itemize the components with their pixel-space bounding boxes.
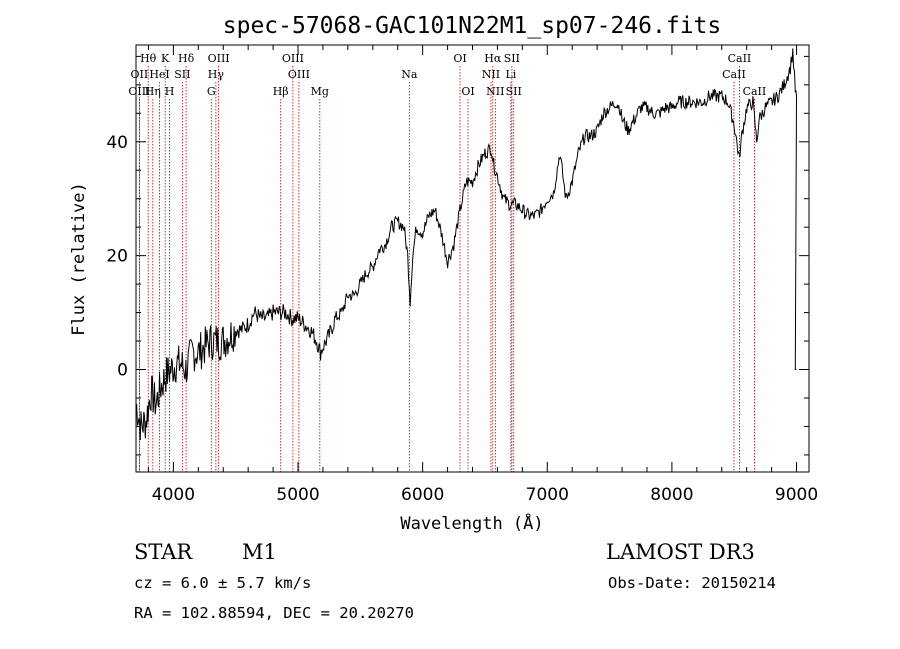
obs-date-text: Obs-Date: 20150214 bbox=[608, 574, 776, 592]
line-label-21: NII bbox=[486, 85, 504, 98]
object-subclass: M1 bbox=[242, 540, 277, 564]
line-label-23: Li bbox=[505, 68, 516, 81]
line-label-16: Na bbox=[401, 68, 418, 81]
x-tick-label: 6000 bbox=[401, 485, 444, 505]
x-axis-label: Wavelength (Å) bbox=[400, 512, 543, 534]
line-label-0: Hθ bbox=[140, 52, 157, 65]
line-label-1: OII bbox=[131, 68, 149, 81]
x-tick-label: 7000 bbox=[526, 485, 569, 505]
x-tick-label: 9000 bbox=[775, 485, 818, 505]
line-label-22: SII bbox=[504, 52, 520, 65]
y-tick-label: 40 bbox=[106, 133, 128, 153]
line-label-13: OIII bbox=[288, 68, 310, 81]
line-label-2: OIII bbox=[128, 85, 150, 98]
coords-text: RA = 102.88594, DEC = 20.20270 bbox=[134, 604, 414, 622]
line-label-27: CaII bbox=[743, 85, 767, 98]
line-label-4: Hη bbox=[145, 85, 161, 98]
redshift-text: cz = 6.0 ± 5.7 km/s bbox=[134, 574, 312, 592]
line-label-15: Mg bbox=[311, 85, 329, 98]
line-label-18: OI bbox=[461, 85, 474, 98]
y-tick-label: 20 bbox=[106, 247, 128, 267]
line-label-6: H bbox=[165, 85, 175, 98]
y-tick-label: 0 bbox=[117, 361, 128, 381]
x-tick-label: 5000 bbox=[276, 485, 319, 505]
line-label-9: OIII bbox=[208, 52, 230, 65]
plot-frame bbox=[135, 44, 810, 473]
x-tick-label: 4000 bbox=[152, 485, 195, 505]
chart-title: spec-57068-GAC101N22M1_sp07-246.fits bbox=[223, 13, 722, 39]
line-label-25: CaII bbox=[728, 52, 752, 65]
spectrum-series bbox=[135, 48, 798, 441]
line-label-20: NII bbox=[482, 68, 500, 81]
line-label-3: HeI bbox=[149, 68, 169, 81]
y-axis-label: Flux (relative) bbox=[69, 182, 89, 336]
line-label-12: OIII bbox=[282, 52, 304, 65]
line-label-24: SII bbox=[506, 85, 522, 98]
line-label-14: Hβ bbox=[273, 85, 289, 98]
emission-lines: Hθ OII OIII HeI Hη K H SII Hδ OIII Hγ G OIII OIII Hβ Mg… bbox=[128, 52, 766, 472]
survey-name: LAMOST DR3 bbox=[606, 540, 755, 564]
line-label-5: K bbox=[161, 52, 170, 65]
object-class: STAR bbox=[134, 540, 193, 564]
line-label-17: OI bbox=[453, 52, 466, 65]
line-label-11: G bbox=[207, 85, 216, 98]
line-label-8: Hδ bbox=[178, 52, 195, 65]
axis-ticks: 4000 5000 6000 7000 8000 9000 0 20 40 bbox=[106, 45, 818, 505]
spectrum-line bbox=[135, 48, 798, 441]
line-label-7: SII bbox=[174, 68, 190, 81]
line-label-26: CaII bbox=[722, 68, 746, 81]
line-label-10: Hγ bbox=[208, 68, 225, 81]
x-tick-label: 8000 bbox=[650, 485, 693, 505]
line-label-19: Hα bbox=[484, 52, 502, 65]
